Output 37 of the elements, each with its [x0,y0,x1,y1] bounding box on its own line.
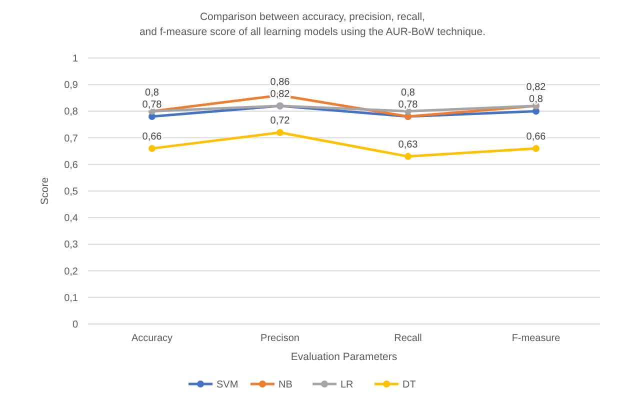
data-label: 0,66 [526,131,546,142]
y-tick-label: 0,9 [64,80,78,92]
chart-title: Comparison between accuracy, precision, recall, and f-measure score of all learning models using the AUR-BoW technique. [139,11,486,38]
data-label: 0,86 [270,76,290,88]
data-label: 0,8 [529,94,544,106]
data-label: 0,63 [398,139,418,150]
y-tick-label: 0 [72,320,78,330]
legend-label: SVM [216,380,238,390]
legend-label: LR [340,380,354,390]
y-tick-label: 0,8 [64,106,78,118]
point [276,128,284,136]
data-label: 0,8 [401,88,416,99]
y-tick-label: 0,6 [64,160,78,171]
y-axis-title: Score [39,177,51,205]
y-tick-label: 0,5 [64,186,78,198]
y-tick-label: 0,7 [64,133,78,144]
point [148,144,156,152]
data-label: 0,82 [526,82,546,94]
x-tick-label: Accuracy [131,333,173,344]
y-tick-label: 1 [72,54,78,64]
y-tick-label: 0,3 [64,240,78,251]
data-label: 0,8 [145,88,160,99]
x-tick-label: F-measure [512,333,561,344]
x-axis-title: Evaluation Parameters [290,351,398,363]
data-label: 0,66 [142,131,162,142]
x-tick-label: Precison [260,333,300,344]
x-tick-label: Recall [394,333,422,344]
data-label: 0,78 [142,100,162,111]
y-tick-label: 0,4 [64,213,78,224]
y-tick-label: 0,1 [64,292,78,304]
data-label: 0,72 [270,115,290,126]
point [404,152,412,160]
data-label: 0,78 [398,100,418,111]
y-tick-label: 0,2 [64,266,78,278]
point [532,144,540,152]
legend-label: NB [278,380,293,390]
legend-label: DT [402,380,416,390]
